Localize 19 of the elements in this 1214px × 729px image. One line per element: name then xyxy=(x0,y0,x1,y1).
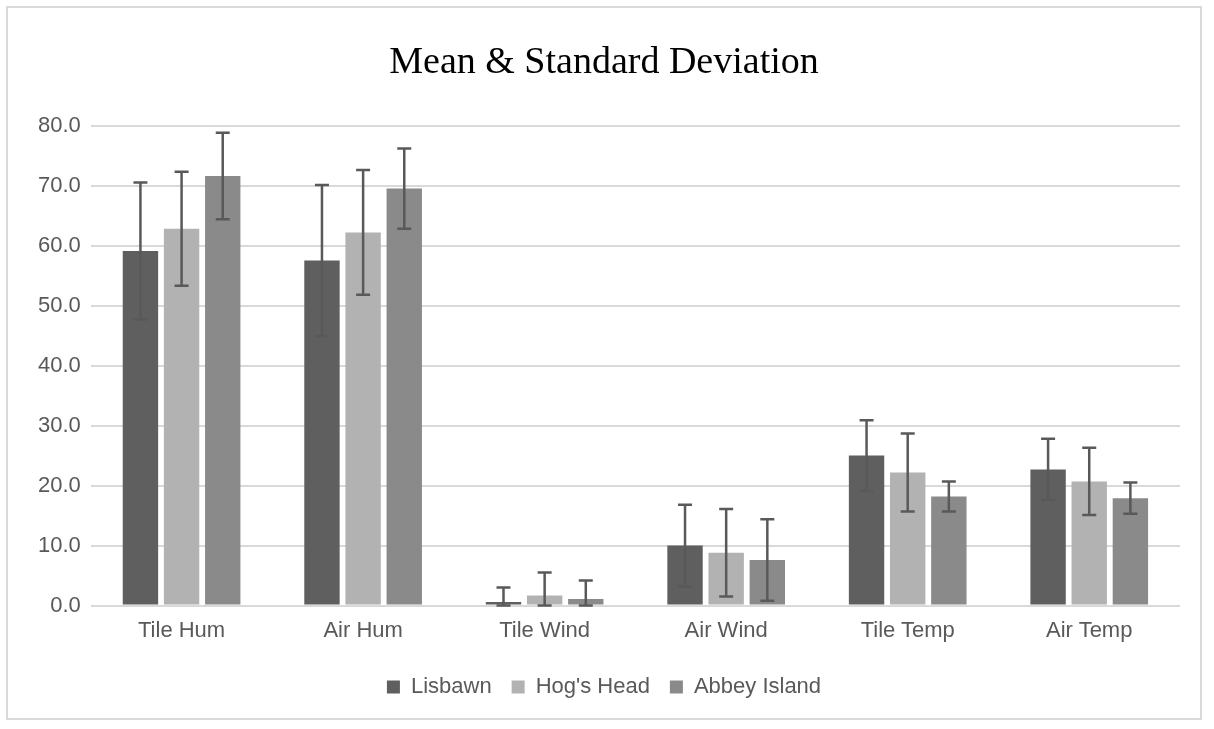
legend-label: Hog's Head xyxy=(535,673,650,699)
y-tick-label: 80.0 xyxy=(37,111,81,137)
x-tick-label: Air Wind xyxy=(684,616,768,642)
legend-label: Abbey Island xyxy=(693,673,822,699)
legend-label: Lisbawn xyxy=(410,673,492,699)
y-tick-label: 10.0 xyxy=(37,531,81,557)
x-tick-label: Air Hum xyxy=(323,616,403,642)
y-tick-label: 60.0 xyxy=(37,231,81,257)
x-tick-label: Air Temp xyxy=(1046,616,1133,642)
x-tick-label: Tile Wind xyxy=(499,616,591,642)
y-tick-label: 0.0 xyxy=(50,591,81,617)
y-tick-label: 30.0 xyxy=(37,411,81,437)
y-tick-label: 50.0 xyxy=(37,291,81,317)
y-tick-label: 70.0 xyxy=(37,171,81,197)
y-tick-label: 20.0 xyxy=(37,471,81,497)
y-tick-label: 40.0 xyxy=(37,351,81,377)
x-tick-label: Tile Temp xyxy=(860,616,955,642)
x-tick-label: Tile Hum xyxy=(137,616,226,642)
chart-title: Mean & Standard Deviation xyxy=(389,38,819,81)
